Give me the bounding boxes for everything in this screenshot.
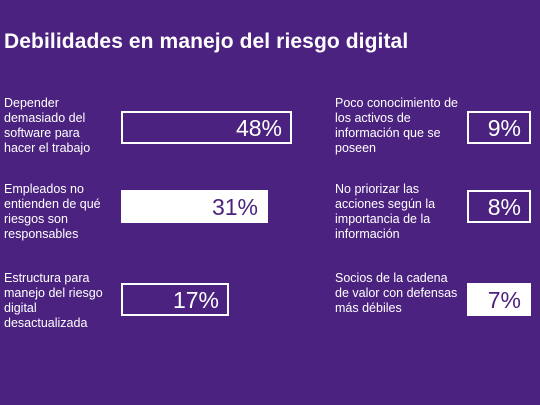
item-label: No priorizar las acciones según la impor… <box>335 182 436 241</box>
item-label: Depender demasiado del software para hac… <box>4 96 91 155</box>
item-value-box: 17% <box>121 283 229 316</box>
item-value-box: 7% <box>467 283 531 316</box>
item-label: Poco conocimiento de los activos de info… <box>335 96 458 155</box>
item-value-box: 31% <box>121 190 268 223</box>
item-label: Empleados no entienden de qué riesgos so… <box>4 182 101 241</box>
item-label: Estructura para manejo del riesgo digita… <box>4 271 103 330</box>
item-label: Socios de la cadena de valor con defensa… <box>335 271 458 315</box>
item-value-box: 9% <box>467 111 531 144</box>
item-value-box: 8% <box>467 190 531 223</box>
item-value-box: 48% <box>121 111 292 144</box>
chart-title: Debilidades en manejo del riesgo digital <box>4 30 409 53</box>
